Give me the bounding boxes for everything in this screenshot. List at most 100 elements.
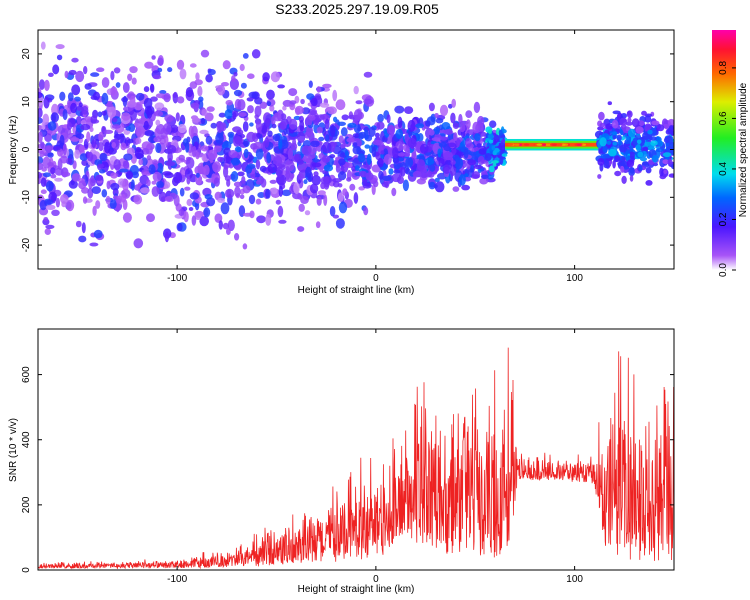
spectrogram-cell [337, 192, 344, 202]
spectrogram-cell [260, 178, 267, 188]
spectrogram-cell [484, 153, 492, 161]
spectrogram-cell [221, 82, 229, 87]
spectrogram-cell [443, 129, 454, 135]
spectrogram-cell [474, 133, 481, 142]
spectrogram-cell [424, 157, 435, 166]
spectrogram-cell [404, 106, 414, 114]
spectrogram-cell [656, 124, 665, 132]
spectrogram-cell [195, 172, 200, 178]
spectrogram-cell [392, 147, 399, 159]
spectrogram-cell [278, 219, 287, 224]
spectrogram-cell [381, 181, 389, 188]
spectrogram-cell [52, 64, 60, 75]
spectrogram-cell [332, 89, 338, 102]
spectrogram-cell [438, 157, 445, 167]
spectrogram-cell [278, 185, 283, 197]
spectrogram-cell [200, 49, 210, 58]
spectrogram-cell [324, 118, 330, 130]
spectrogram-cell [265, 214, 272, 226]
spectrogram-cell [299, 119, 305, 132]
spectrogram-cell [316, 196, 322, 206]
spectrogram-cell [597, 158, 605, 166]
spectrogram-cell [463, 148, 469, 159]
spectrogram-cell [133, 238, 144, 249]
spectrogram-cell [342, 188, 348, 196]
spectrogram-cell [441, 122, 451, 130]
spectrogram-cell [377, 157, 384, 168]
spectrogram-cell [656, 140, 663, 146]
spectrogram-cell [90, 178, 96, 184]
spectrogram-cell [383, 154, 392, 165]
spectrogram-y-tick-label: -20 [21, 237, 32, 252]
spectrogram-cell [98, 141, 104, 152]
spectrogram-cell [368, 126, 376, 137]
spectrogram-cell [188, 207, 194, 211]
spectrogram-cell [407, 119, 416, 132]
spectrogram-cell [54, 177, 63, 182]
spectrogram-cell [663, 137, 670, 144]
spectrogram-cell [629, 175, 634, 182]
spectrogram-cell [222, 222, 229, 230]
spectrogram-cell [629, 151, 636, 159]
spectrogram-cell [259, 165, 267, 172]
spectrogram-cell [178, 208, 185, 217]
spectrogram-cell [83, 116, 93, 123]
spectrogram-cell [619, 144, 627, 153]
spectrogram-cell [373, 180, 379, 188]
spectrogram-cell [54, 167, 64, 176]
spectrogram-cell [170, 124, 179, 133]
spectrogram-cell [635, 126, 644, 134]
spectrogram-cell [67, 92, 74, 102]
spectrogram-cell [38, 79, 45, 90]
spectrogram-cell [598, 111, 605, 121]
spectrogram-cell [56, 54, 63, 61]
spectrogram-cell [61, 171, 71, 177]
spectrogram-cell [303, 179, 308, 185]
spectrogram-cell [671, 164, 674, 170]
spectrogram-cell [80, 123, 91, 131]
snr-y-tick-label: 400 [21, 431, 32, 448]
spectrogram-cell [253, 141, 263, 150]
spectrogram-cell [221, 140, 232, 151]
spectrogram-cell [431, 137, 441, 142]
spectrogram-cell [105, 195, 111, 205]
spectrogram-cell [143, 86, 150, 93]
spectrogram-cell [163, 181, 171, 189]
spectrogram-cell [197, 85, 203, 97]
spectrogram-cell [42, 172, 52, 178]
spectrogram-cell [254, 97, 263, 105]
spectrogram-cell [133, 194, 143, 205]
spectrogram-cell [68, 69, 77, 76]
spectrogram-cell [651, 155, 659, 163]
spectrogram-cell [302, 155, 313, 163]
spectrogram-cell [141, 157, 148, 166]
spectrogram-cell [47, 162, 54, 167]
spectrogram-cell [203, 207, 211, 218]
spectrogram-cell [111, 117, 118, 123]
spectrogram-cell [107, 106, 117, 119]
spectrogram-cell [246, 131, 256, 143]
spectrogram-cell [255, 198, 262, 205]
spectrogram-cell [366, 153, 372, 165]
spectrogram-cell [44, 79, 50, 92]
spectrogram-cell [477, 115, 485, 127]
spectrogram-cell [487, 133, 494, 140]
spectrogram-cell [194, 165, 203, 175]
spectrogram-cell [287, 148, 294, 160]
spectrogram-cell [338, 158, 346, 166]
spectrogram-cell [233, 72, 238, 77]
spectrogram-cell [364, 144, 371, 149]
spectrogram-cell [215, 133, 224, 144]
spectrogram-cell [89, 126, 94, 133]
spectrogram-cell [353, 109, 363, 121]
snr-y-label: SNR (10 * v/v) [8, 418, 19, 482]
spectrogram-cell [224, 109, 233, 120]
snr-frame [37, 328, 675, 571]
spectrogram-cell [231, 75, 236, 83]
spectrogram-cell [645, 167, 652, 174]
spectrogram-cell [232, 126, 242, 133]
spectrogram-cell [273, 112, 282, 122]
spectrogram-cell [141, 141, 152, 151]
spectrogram-cell [234, 136, 243, 145]
spectrogram-y-tick-label: 10 [21, 96, 32, 108]
